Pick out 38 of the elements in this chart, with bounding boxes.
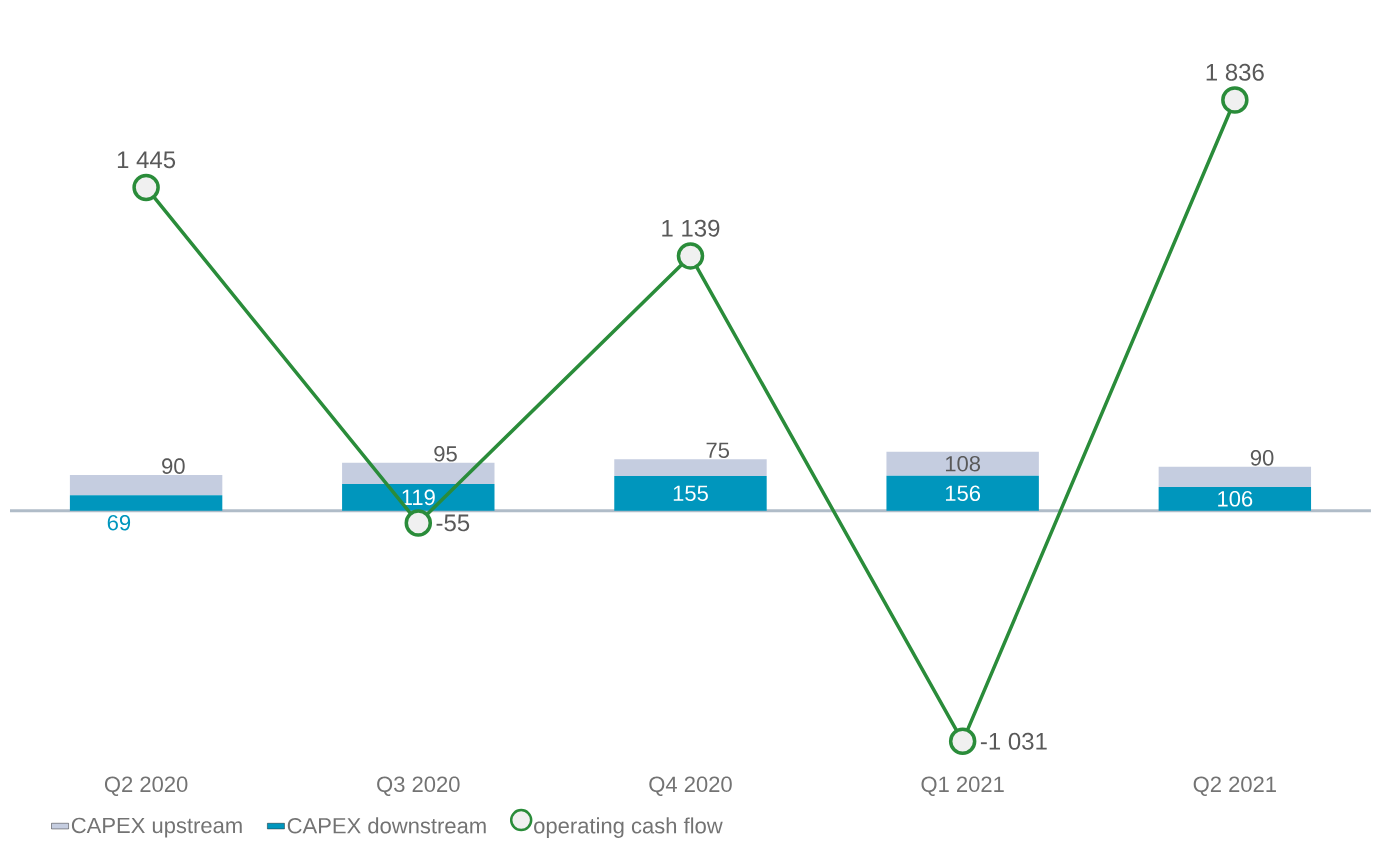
data-label: 1 445 [117,151,176,169]
data-label: 90 [162,458,185,474]
bar [1158,466,1312,487]
point [676,242,705,270]
bar [69,475,223,496]
data-label: 108 [945,455,981,472]
data-label: 106 [1218,491,1253,507]
data-label: 1 139 [662,219,720,237]
x-tick-label: Q2 2021 [1193,776,1276,797]
data-label: 90 [1250,450,1274,466]
point [1221,86,1249,114]
data-label: 95 [434,446,457,462]
data-label: 119 [402,489,435,506]
data-label: -55 [436,514,470,532]
bar [614,459,767,477]
bar [886,451,1039,476]
legend-label: CAPEX upstream [71,817,242,838]
point [404,509,433,537]
data-label: 156 [945,485,981,502]
data-label: 155 [673,485,708,502]
data-label: -1 031 [980,732,1047,750]
legend-label: CAPEX downstream [287,817,486,834]
data-label: 69 [107,514,131,531]
bar [886,475,1039,511]
point [132,173,160,202]
x-tick-label: Q2 2020 [104,776,188,797]
bar [342,462,495,485]
data-label: 75 [706,442,729,459]
bar [1158,486,1312,511]
bar [69,495,223,511]
bar [342,484,495,511]
x-tick-label: Q4 2020 [649,776,732,797]
x-tick-label: Q1 2021 [921,776,1004,797]
x-tick-label: Q3 2020 [377,776,460,797]
legend-label: operating cash flow [534,817,723,838]
bar [614,476,767,511]
point [948,727,977,756]
data-label: 1 836 [1206,63,1264,81]
